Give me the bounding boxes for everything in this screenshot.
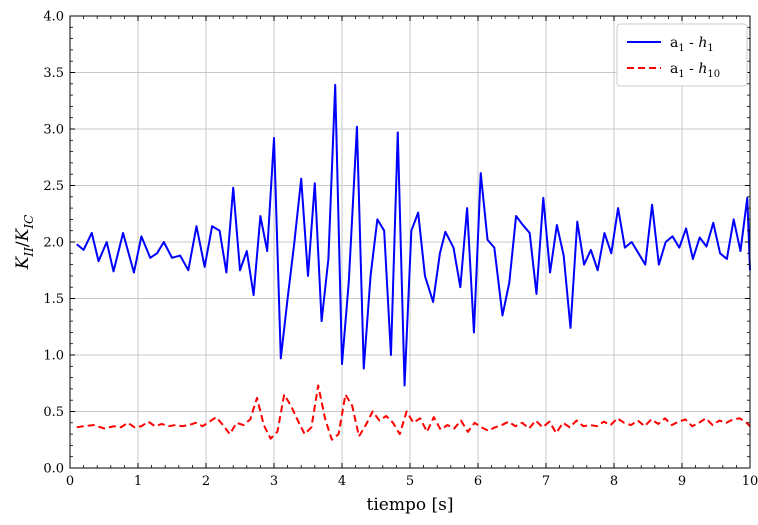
y-axis-title-slash: /	[13, 241, 33, 247]
y-tick-label: 2.0	[43, 236, 64, 251]
x-tick-label: 8	[610, 474, 618, 489]
legend-label-a1-h1-h-sub: 1	[707, 43, 713, 54]
tick-labels: 0 1 2 3 4 5 6 7 8 9 10 0.0 0.5 1.0 1.5 2.0 2.5 3.0 3.5 4.0	[43, 10, 758, 490]
x-tick-label: 3	[270, 474, 278, 489]
y-axis-title-k1: K	[13, 255, 33, 270]
y-tick-label: 3.5	[43, 66, 64, 81]
legend-label-a1-h1: a1 - h1	[670, 35, 714, 54]
series-layer	[76, 83, 751, 441]
y-axis-title-sub2: IC	[22, 215, 36, 230]
legend-label-a1-h1-a: a	[670, 35, 678, 51]
y-tick-label: 2.5	[43, 179, 64, 194]
x-tick-label: 4	[338, 474, 346, 489]
legend-label-a1-h1-sep: -	[685, 35, 699, 51]
legend-label-a1-h1-a-sub: 1	[678, 43, 684, 54]
x-tick-label: 1	[134, 474, 142, 489]
series-line-a1-h10	[76, 384, 751, 441]
legend-box	[616, 23, 748, 87]
y-axis-title: KII/KIC	[13, 215, 36, 271]
x-tick-label: 6	[474, 474, 482, 489]
y-axis-title-k2: K	[13, 227, 33, 242]
y-tick-label: 1.0	[43, 349, 64, 364]
legend-label-a1-h10: a1 - h10	[670, 61, 720, 80]
x-tick-label: 0	[66, 474, 74, 489]
series-line-a1-h1	[76, 83, 751, 387]
legend-label-a1-h10-h: h	[698, 61, 707, 77]
x-tick-label: 7	[542, 474, 550, 489]
x-tick-label: 10	[742, 474, 758, 489]
x-tick-label: 2	[202, 474, 210, 489]
legend-label-a1-h10-a-sub: 1	[678, 69, 684, 80]
y-tick-label: 0.5	[43, 405, 64, 420]
legend-label-a1-h10-a: a	[670, 61, 678, 77]
y-tick-label: 4.0	[43, 10, 64, 25]
x-tick-label: 9	[678, 474, 686, 489]
y-tick-label: 0.0	[43, 462, 64, 477]
tick-marks	[69, 15, 751, 469]
y-tick-label: 1.5	[43, 292, 64, 307]
legend-label-a1-h1-h: h	[698, 35, 707, 51]
legend-label-a1-h10-h-sub: 10	[707, 69, 720, 80]
legend: a1 - h1 a1 - h10	[616, 23, 748, 87]
x-tick-label: 5	[406, 474, 414, 489]
y-tick-label: 3.0	[43, 123, 64, 138]
x-axis-title: tiempo [s]	[367, 495, 454, 515]
y-axis-title-sub1: II	[22, 247, 36, 258]
legend-label-a1-h10-sep: -	[685, 61, 699, 77]
